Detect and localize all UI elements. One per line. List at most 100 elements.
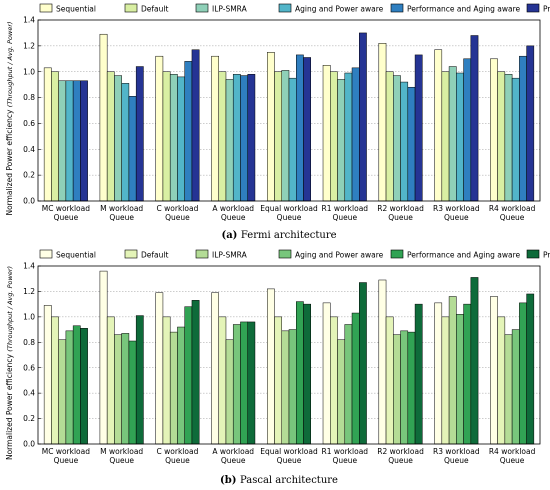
legend-item: Sequential xyxy=(39,3,96,14)
bar xyxy=(274,316,282,445)
x-tick-label: R4 workload xyxy=(489,204,536,213)
legend-swatch xyxy=(278,3,292,13)
x-tick-label: A workload xyxy=(212,204,254,213)
bar xyxy=(162,316,171,445)
chart-panel-2: Sequential Default ILP-SMRA Aging and Power… xyxy=(5,249,550,486)
bar xyxy=(526,45,535,202)
bar xyxy=(211,55,219,202)
bar xyxy=(267,288,275,445)
bar xyxy=(434,302,443,445)
bar xyxy=(281,330,290,445)
bar xyxy=(296,301,304,445)
bar xyxy=(448,296,457,445)
bar xyxy=(448,66,457,202)
bars xyxy=(43,32,535,202)
y-tick-label: 0.6 xyxy=(23,363,35,372)
bar xyxy=(441,71,450,202)
bar xyxy=(456,314,464,445)
y-tick-label: 1.0 xyxy=(23,67,35,76)
y-axis-label: Normalized Power efficiency (Throughput … xyxy=(5,21,14,215)
bar xyxy=(232,324,241,445)
caption-tag: (a) xyxy=(221,230,240,241)
legend-swatch xyxy=(390,249,404,259)
bar xyxy=(225,339,234,445)
bar xyxy=(72,325,81,445)
x-tick-label: Queue xyxy=(165,213,190,222)
bar xyxy=(274,71,282,202)
bar xyxy=(267,52,275,202)
legend-swatch xyxy=(195,249,209,259)
bar xyxy=(99,270,108,445)
legend-swatch xyxy=(526,3,540,13)
plot-frame xyxy=(37,19,541,202)
bar xyxy=(191,49,200,202)
y-axis-label-main: Normalized Power efficiency xyxy=(5,352,14,460)
bar xyxy=(135,315,144,445)
y-tick-label: 0.0 xyxy=(23,197,35,206)
bar xyxy=(51,316,59,445)
legend-label: ILP-SMRA xyxy=(212,251,248,260)
bar xyxy=(155,292,164,445)
x-tick-label: Queue xyxy=(54,456,79,465)
bar xyxy=(121,83,130,202)
x-tick-label: Queue xyxy=(221,213,246,222)
legend-label: Performance and Aging aware xyxy=(407,5,521,14)
y-axis-label-ratio: (Throughput / Avg. Power) xyxy=(6,266,14,352)
x-tick-label: Queue xyxy=(109,213,134,222)
x-tick-label: Queue xyxy=(221,456,246,465)
y-tick-label: 0.8 xyxy=(23,93,35,102)
bar xyxy=(378,43,387,202)
bar xyxy=(72,80,81,202)
bar xyxy=(114,334,122,445)
bar xyxy=(351,67,360,202)
x-tick-label: R1 workload xyxy=(322,447,369,456)
legend-item: Performance and Aging aware xyxy=(390,3,521,14)
bar xyxy=(337,79,346,202)
bar xyxy=(128,340,137,445)
bar xyxy=(65,80,74,202)
bar xyxy=(218,316,227,445)
bar xyxy=(407,86,416,202)
bar xyxy=(99,33,108,202)
bar xyxy=(385,316,394,445)
legend-swatch xyxy=(195,3,209,13)
bar xyxy=(504,74,513,202)
bar xyxy=(43,305,52,445)
x-tick-label: Queue xyxy=(165,456,190,465)
bar xyxy=(490,58,498,202)
legend-item: Proposed xyxy=(526,249,550,260)
x-tick-label: A workload xyxy=(212,447,254,456)
plot-frame xyxy=(37,265,541,445)
bar xyxy=(434,49,443,202)
bar xyxy=(121,333,130,445)
bar xyxy=(184,61,193,202)
x-tick-label: M workload xyxy=(100,447,143,456)
legend-item: Sequential xyxy=(39,249,96,260)
bar xyxy=(162,71,171,202)
bar xyxy=(322,302,331,445)
bar xyxy=(281,70,290,202)
bar xyxy=(470,277,479,445)
x-tick-label: R2 workload xyxy=(377,447,424,456)
bar xyxy=(303,303,311,445)
bar xyxy=(218,71,227,202)
legend-item: ILP-SMRA xyxy=(195,249,248,260)
bar xyxy=(393,75,401,202)
bar xyxy=(400,81,409,202)
legend-swatch xyxy=(526,249,540,259)
bar xyxy=(511,77,520,202)
legend-label: Default xyxy=(141,5,168,14)
x-tick-label: MC workload xyxy=(42,204,91,213)
x-tick-label: Queue xyxy=(54,213,79,222)
legend-item: Proposed xyxy=(526,3,550,14)
bar xyxy=(344,72,353,202)
bar xyxy=(393,334,401,445)
bar xyxy=(247,74,256,202)
bar xyxy=(504,334,513,445)
y-tick-label: 1.4 xyxy=(23,262,35,271)
x-tick-label: R2 workload xyxy=(377,204,424,213)
x-tick-label: MC workload xyxy=(42,447,91,456)
bar xyxy=(470,35,479,202)
legend-label: Performance and Aging aware xyxy=(407,251,521,260)
chart-panel-1: Sequential Default ILP-SMRA Aging and Power… xyxy=(5,3,550,241)
